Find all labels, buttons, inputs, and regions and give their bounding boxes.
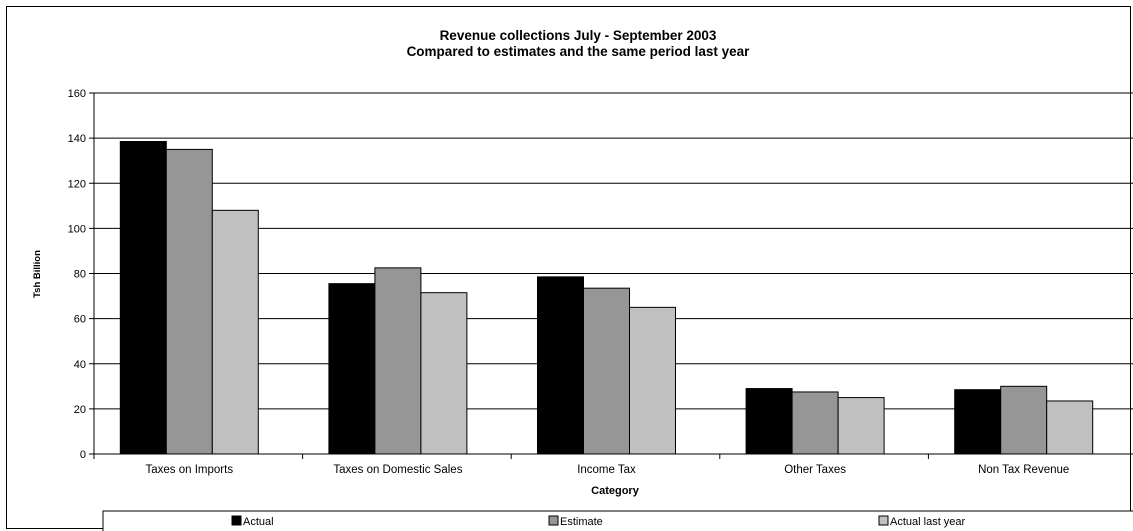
bar-estimate xyxy=(1000,385,1048,455)
legend-label: Actual xyxy=(243,516,274,528)
x-tick-labels: Taxes on Imports Taxes on Domestic Sales I… xyxy=(146,464,1070,476)
bar-actual-last-year xyxy=(1046,400,1094,455)
legend-swatch xyxy=(231,515,242,526)
bar-actual xyxy=(328,283,376,455)
bar-actual xyxy=(954,389,1002,455)
y-tick-label: 60 xyxy=(74,314,86,326)
bar-actual xyxy=(537,276,584,455)
legend: Actual Estimate Actual last year xyxy=(102,510,1133,531)
y-tick-labels: 0 20 40 60 80 100 120 140 160 xyxy=(68,88,86,461)
bar-estimate xyxy=(583,287,630,455)
bar-estimate xyxy=(791,391,839,455)
x-tick-label: Other Taxes xyxy=(784,464,846,476)
x-tick-label: Taxes on Imports xyxy=(146,464,234,476)
legend-label: Estimate xyxy=(560,516,603,528)
x-tick-label: Income Tax xyxy=(577,464,636,476)
y-axis-title: Tsh Billion xyxy=(32,250,43,298)
y-tick-label: 120 xyxy=(68,178,86,190)
legend-swatch xyxy=(878,515,889,526)
y-tick-label: 40 xyxy=(74,359,86,371)
y-tick-label: 160 xyxy=(68,88,86,100)
bar-actual-last-year xyxy=(420,292,468,455)
bar-actual-last-year xyxy=(837,397,885,455)
chart-title: Revenue collections July - September 200… xyxy=(440,28,717,43)
y-tick-label: 0 xyxy=(80,449,86,461)
x-tick-label: Taxes on Domestic Sales xyxy=(333,464,462,476)
chart-subtitle: Compared to estimates and the same perio… xyxy=(407,44,751,59)
legend-box xyxy=(102,510,1133,531)
bar-actual xyxy=(745,388,793,455)
legend-label: Actual last year xyxy=(890,516,966,528)
bar-actual-last-year xyxy=(211,209,259,455)
x-tick-label: Non Tax Revenue xyxy=(978,464,1069,476)
bar-estimate xyxy=(165,148,213,455)
bar-estimate xyxy=(374,267,422,455)
y-tick-label: 20 xyxy=(74,404,86,416)
legend-swatch xyxy=(548,515,559,526)
x-axis-title: Category xyxy=(591,485,640,497)
y-tick-label: 100 xyxy=(68,223,86,235)
y-tick-label: 140 xyxy=(68,133,86,145)
bar-actual-last-year xyxy=(629,306,676,455)
bars xyxy=(119,141,1094,455)
y-tick-label: 80 xyxy=(74,269,86,281)
bar-actual xyxy=(119,141,167,455)
